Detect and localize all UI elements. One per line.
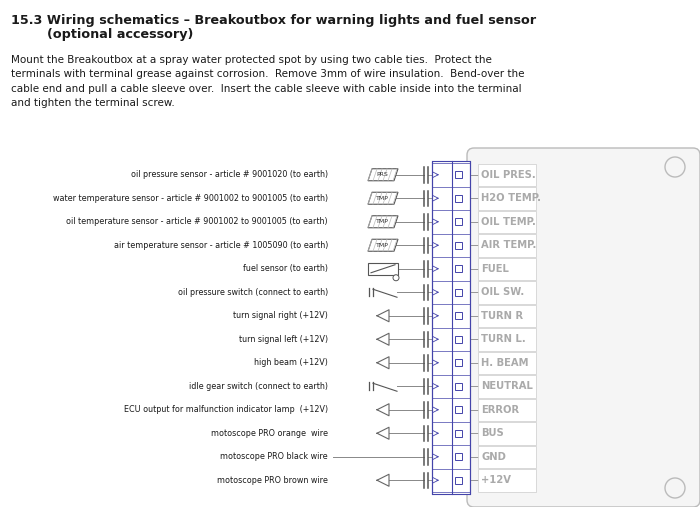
Bar xyxy=(455,289,462,296)
Text: TMP: TMP xyxy=(376,243,389,248)
Text: H2O TEMP.: H2O TEMP. xyxy=(481,193,541,203)
Bar xyxy=(478,281,536,304)
Text: Mount the Breakoutbox at a spray water protected spot by using two cable ties.  : Mount the Breakoutbox at a spray water p… xyxy=(11,55,524,108)
Text: PRS: PRS xyxy=(376,172,388,177)
Bar xyxy=(368,263,398,275)
Bar xyxy=(478,446,536,468)
Text: oil pressure sensor - article # 9001020 (to earth): oil pressure sensor - article # 9001020 … xyxy=(131,170,328,179)
Text: (optional accessory): (optional accessory) xyxy=(11,28,193,41)
Text: AIR TEMP.: AIR TEMP. xyxy=(481,240,536,250)
Polygon shape xyxy=(368,169,398,181)
Text: NEUTRAL: NEUTRAL xyxy=(481,381,533,391)
Text: OIL TEMP.: OIL TEMP. xyxy=(481,217,536,227)
Text: FUEL: FUEL xyxy=(481,264,509,274)
Bar xyxy=(455,453,462,460)
Bar xyxy=(455,383,462,390)
Bar xyxy=(455,265,462,272)
Text: ERROR: ERROR xyxy=(481,405,519,415)
Bar xyxy=(455,359,462,366)
Bar xyxy=(455,477,462,484)
Polygon shape xyxy=(368,192,398,204)
Bar xyxy=(478,469,536,491)
Bar xyxy=(478,375,536,397)
Bar xyxy=(478,328,536,350)
Bar xyxy=(478,163,536,186)
Bar xyxy=(478,187,536,209)
Text: oil pressure switch (connect to earth): oil pressure switch (connect to earth) xyxy=(178,288,328,297)
Text: ECU output for malfunction indicator lamp  (+12V): ECU output for malfunction indicator lam… xyxy=(124,405,328,414)
Text: high beam (+12V): high beam (+12V) xyxy=(254,358,328,367)
Bar xyxy=(478,234,536,257)
Text: TURN R: TURN R xyxy=(481,311,523,321)
FancyBboxPatch shape xyxy=(467,148,700,507)
Text: motoscope PRO orange  wire: motoscope PRO orange wire xyxy=(211,429,328,438)
Bar xyxy=(432,161,470,494)
Text: TURN L.: TURN L. xyxy=(481,334,526,344)
Bar xyxy=(455,312,462,319)
Text: GND: GND xyxy=(481,452,506,462)
Text: motoscope PRO brown wire: motoscope PRO brown wire xyxy=(217,476,328,485)
Bar xyxy=(478,351,536,374)
Bar xyxy=(455,218,462,225)
Bar xyxy=(455,171,462,178)
Circle shape xyxy=(393,275,399,281)
Text: TMP: TMP xyxy=(376,196,389,201)
Bar xyxy=(478,422,536,445)
Bar xyxy=(478,210,536,233)
Bar xyxy=(478,305,536,327)
Bar xyxy=(455,406,462,413)
Bar xyxy=(478,399,536,421)
Text: motoscope PRO black wire: motoscope PRO black wire xyxy=(220,452,328,461)
Bar xyxy=(455,430,462,437)
Text: +12V: +12V xyxy=(481,475,511,485)
Text: H. BEAM: H. BEAM xyxy=(481,358,528,368)
Text: turn signal right (+12V): turn signal right (+12V) xyxy=(233,311,328,320)
Bar xyxy=(455,195,462,202)
Circle shape xyxy=(665,157,685,177)
Bar xyxy=(455,336,462,343)
Text: air temperature sensor - article # 1005090 (to earth): air temperature sensor - article # 10050… xyxy=(113,241,328,250)
Circle shape xyxy=(665,478,685,498)
Text: fuel sensor (to earth): fuel sensor (to earth) xyxy=(243,264,328,273)
Text: TMP: TMP xyxy=(376,219,389,224)
Text: oil temperature sensor - article # 9001002 to 9001005 (to earth): oil temperature sensor - article # 90010… xyxy=(66,218,328,226)
Polygon shape xyxy=(368,216,398,228)
Text: OIL PRES.: OIL PRES. xyxy=(481,170,536,180)
Text: BUS: BUS xyxy=(481,428,504,438)
Text: OIL SW.: OIL SW. xyxy=(481,287,524,297)
Bar xyxy=(455,242,462,249)
Polygon shape xyxy=(368,239,398,251)
Text: turn signal left (+12V): turn signal left (+12V) xyxy=(239,335,328,344)
Bar xyxy=(478,258,536,280)
Text: 15.3 Wiring schematics – Breakoutbox for warning lights and fuel sensor: 15.3 Wiring schematics – Breakoutbox for… xyxy=(11,14,536,27)
Text: idle gear switch (connect to earth): idle gear switch (connect to earth) xyxy=(189,382,328,391)
Text: water temperature sensor - article # 9001002 to 9001005 (to earth): water temperature sensor - article # 900… xyxy=(53,194,328,203)
